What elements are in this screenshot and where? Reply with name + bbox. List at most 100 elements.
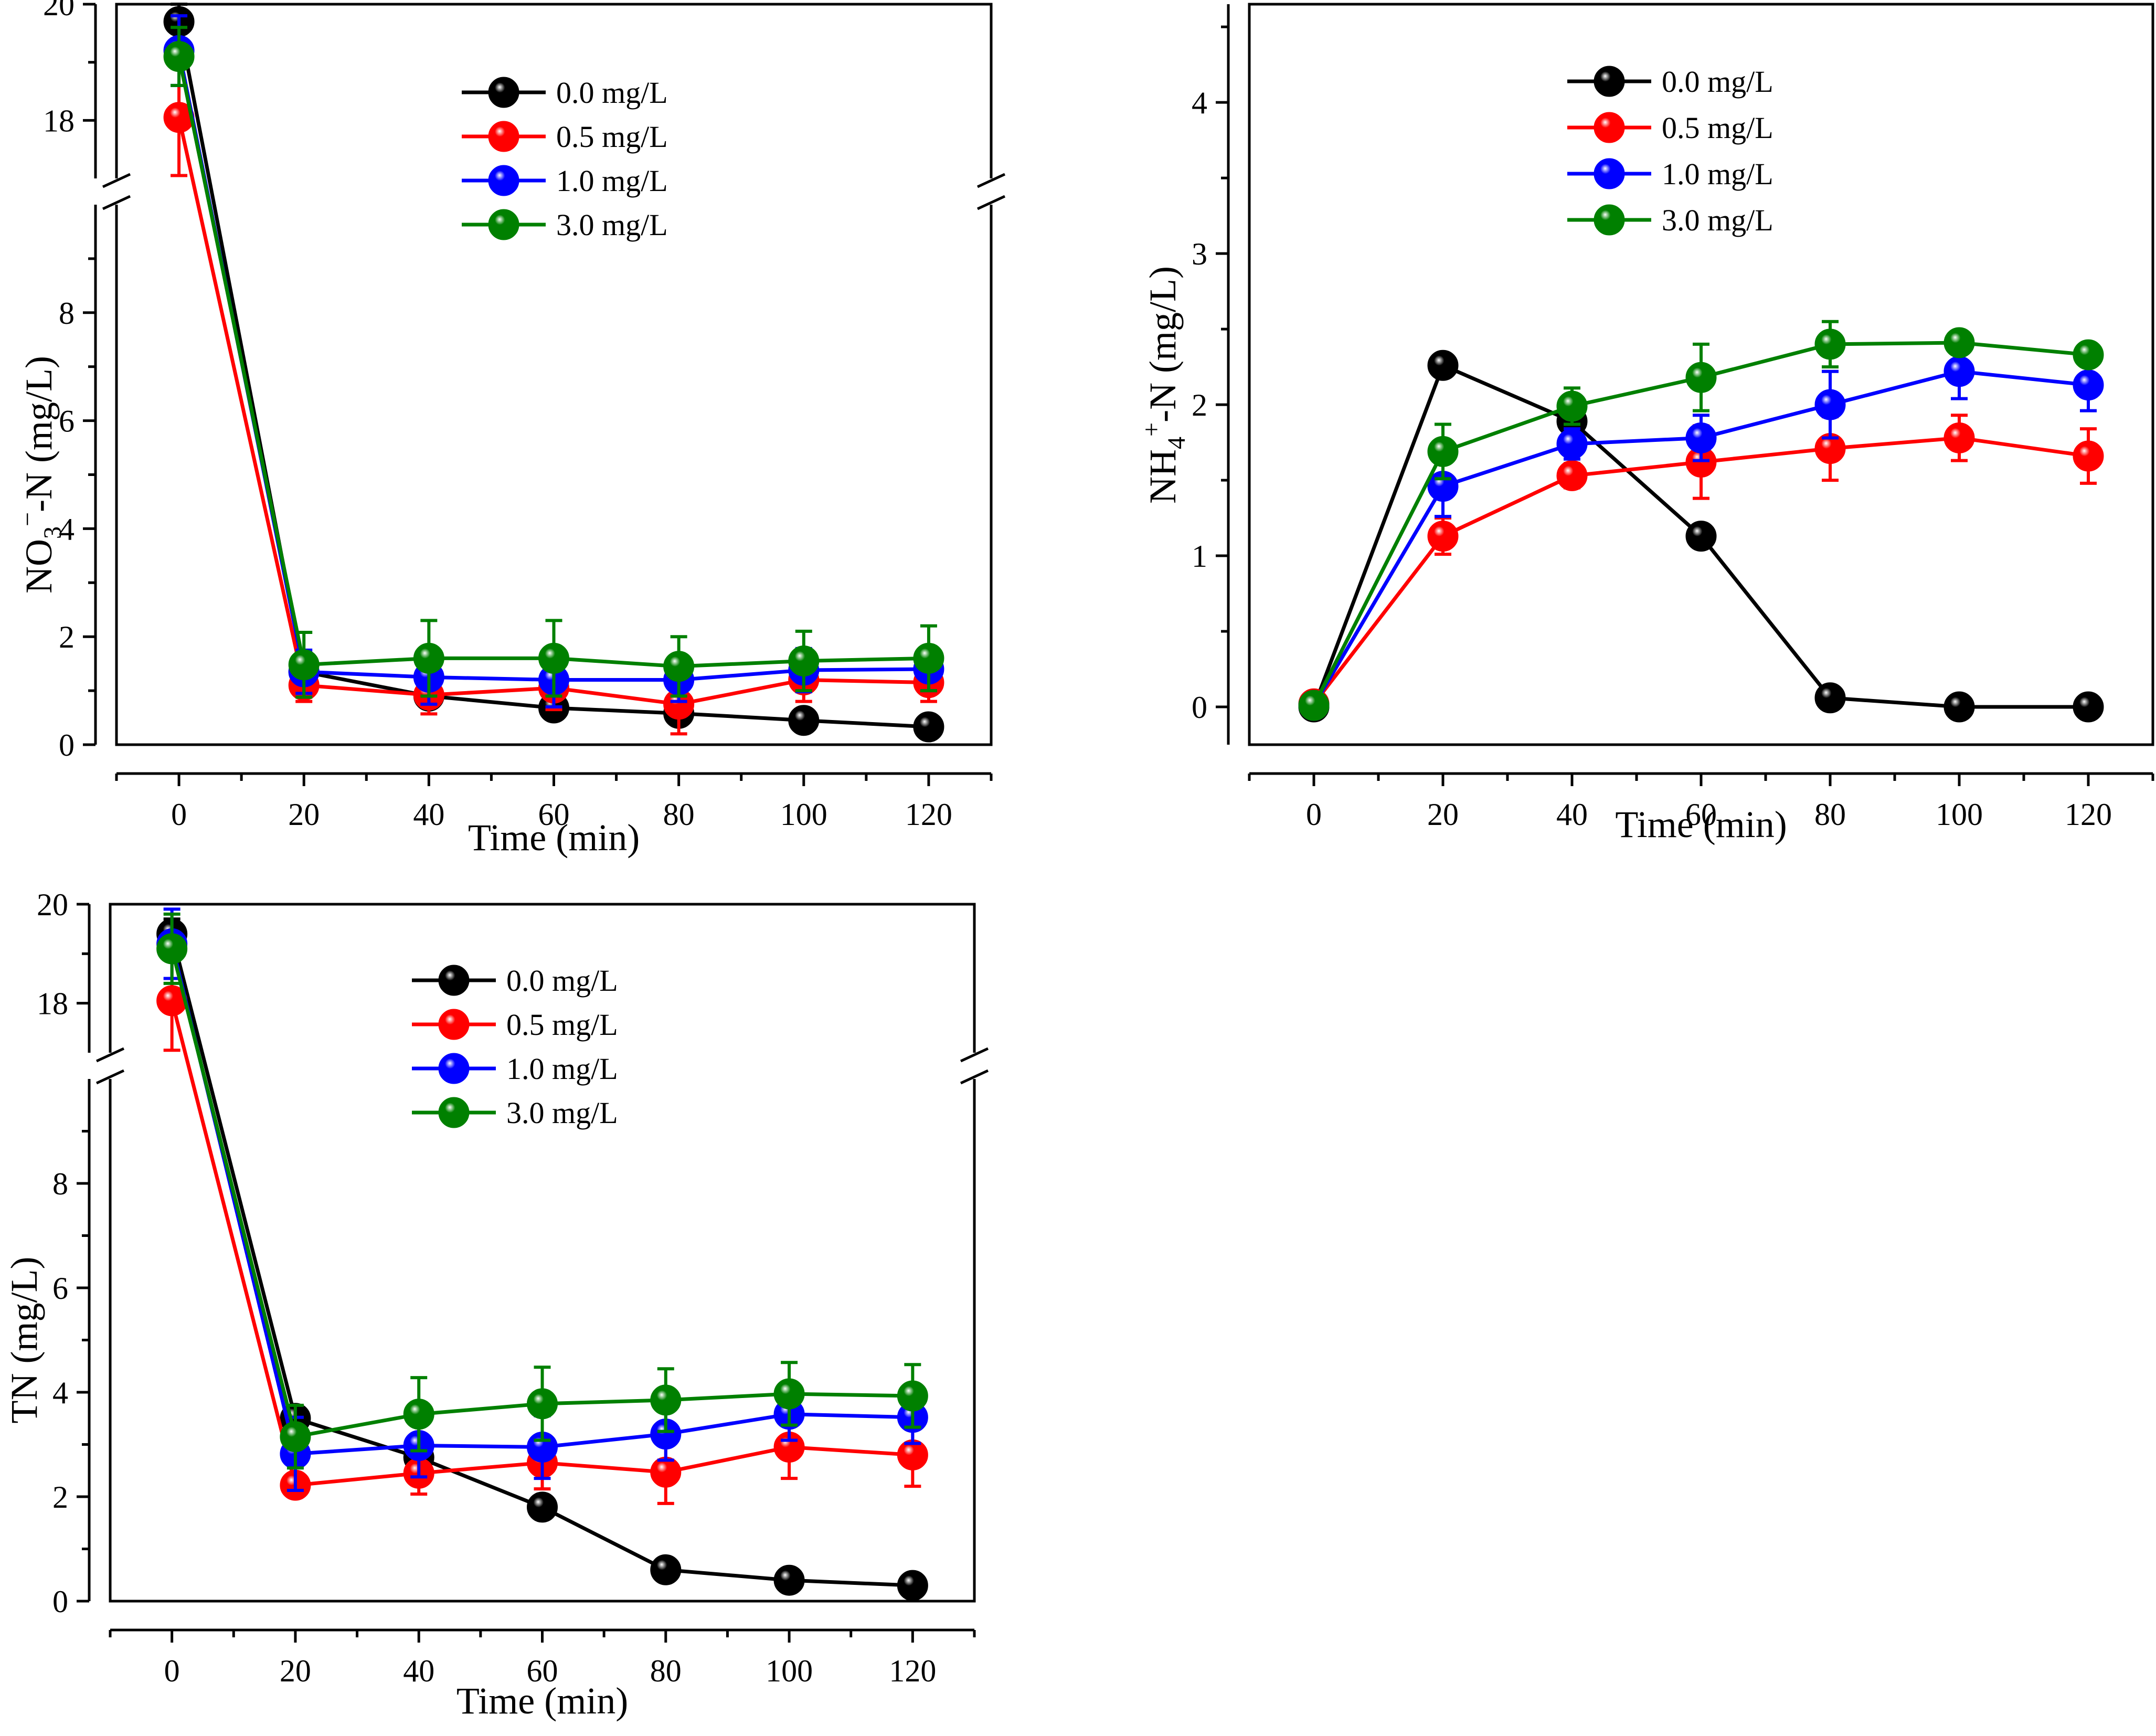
data-point (1814, 329, 1846, 360)
data-point (897, 1570, 928, 1601)
data-point (773, 1378, 805, 1410)
data-point (156, 933, 188, 965)
series-3-0-mg-l (163, 26, 944, 699)
legend-label: 0.5 mg/L (556, 120, 668, 154)
plot-frame (1248, 3, 2154, 746)
axis-break-mark (960, 1047, 989, 1063)
data-point (650, 1384, 682, 1416)
y-tick-label: 0 (52, 1584, 68, 1619)
y-axis-label: NH4+-N (mg/L) (1138, 266, 1191, 504)
axis-break-mark (102, 173, 131, 188)
legend-marker (438, 1097, 470, 1128)
data-point (913, 711, 944, 743)
data-point (527, 1388, 558, 1420)
y-axis-label-sub: 4 (1163, 437, 1191, 449)
legend-label: 0.0 mg/L (506, 964, 618, 998)
data-point (527, 1491, 558, 1523)
legend-label: 1.0 mg/L (556, 164, 668, 198)
axis-break-mark (960, 1069, 989, 1085)
x-tick-label: 20 (1427, 797, 1459, 832)
legend: 0.0 mg/L 0.5 mg/L 1.0 mg/L 3.0 mg/L (462, 76, 668, 242)
legend-marker (1594, 66, 1625, 97)
axis-break-mark (95, 1069, 125, 1085)
x-tick-label: 20 (280, 1654, 311, 1688)
y-tick-label: 8 (52, 1167, 68, 1201)
y-axis-label-sub: 3 (39, 526, 67, 539)
axis-break-mark (102, 195, 131, 210)
data-point (1685, 521, 1717, 552)
y-axis-label: NO3−-N (mg/L) (14, 356, 67, 594)
axis-break-mark (976, 195, 1006, 210)
data-point (280, 1421, 311, 1453)
data-point (1943, 422, 1975, 453)
legend-marker (1594, 158, 1625, 189)
data-point (663, 651, 695, 682)
x-tick-label: 40 (403, 1654, 434, 1688)
data-point (788, 645, 820, 677)
y-tick-label: 3 (1192, 237, 1207, 271)
legend-marker (438, 1009, 470, 1040)
data-point (650, 1554, 682, 1585)
tn-chart-panel: 0 20 40 60 80 100 120 0 2 4 6 8 18 20 Time (min) TN (mg… (3, 887, 989, 1722)
x-tick-label: 60 (527, 1654, 558, 1688)
y-tick-label: 20 (37, 887, 68, 922)
data-point (2073, 369, 2104, 401)
legend-label: 3.0 mg/L (556, 208, 668, 242)
data-point (288, 649, 320, 681)
data-point (1556, 460, 1588, 491)
data-point (413, 642, 444, 674)
legend-marker (488, 209, 519, 240)
legend-marker (488, 77, 519, 108)
data-point (1427, 436, 1459, 467)
legend-marker (438, 1053, 470, 1084)
y-tick-label: 1 (1192, 539, 1207, 574)
y-axis-label-rest: -N (mg/L) (18, 356, 60, 512)
data-point (1298, 690, 1330, 721)
plot-frame-lower (109, 1079, 976, 1603)
y-tick-label: 20 (43, 0, 75, 22)
y-tick-label: 4 (1192, 86, 1207, 120)
x-tick-label: 120 (2065, 797, 2112, 832)
y-axis-label-base: NH (1142, 449, 1184, 504)
data-point (1943, 356, 1975, 387)
legend-label: 1.0 mg/L (1662, 157, 1773, 191)
x-tick-label: 40 (413, 797, 444, 832)
y-tick-label: 4 (59, 512, 75, 546)
y-tick-label: 2 (52, 1480, 68, 1515)
y-axis-label-base: NO (18, 539, 60, 594)
x-tick-label: 100 (1936, 797, 1983, 832)
x-tick-label: 40 (1556, 797, 1588, 832)
y-tick-label: 4 (52, 1375, 68, 1410)
legend: 0.0 mg/L 0.5 mg/L 1.0 mg/L 3.0 mg/L (1567, 65, 1773, 237)
y-tick-label: 6 (59, 404, 75, 439)
x-tick-label: 60 (1685, 797, 1717, 832)
x-tick-label: 80 (1814, 797, 1846, 832)
plot-frame-upper (115, 3, 993, 178)
series-line (177, 50, 929, 682)
legend-marker (1594, 204, 1625, 236)
y-axis-label: TN (mg/L) (3, 1257, 45, 1424)
data-point (1556, 390, 1588, 422)
legend-marker (488, 121, 519, 152)
no3-chart-panel: 0 20 40 60 80 100 120 0 2 4 6 8 18 20 Time (min) NO3−-N… (14, 0, 1006, 859)
data-point (897, 1380, 928, 1412)
legend-marker (488, 165, 519, 196)
y-tick-label: 2 (59, 620, 75, 654)
data-point (163, 41, 195, 72)
series-3-0-mg-l (1298, 320, 2104, 721)
data-point (2073, 440, 2104, 472)
x-tick-label: 60 (538, 797, 570, 832)
y-axis-label-sup: + (1138, 422, 1165, 437)
data-point (773, 1564, 805, 1596)
x-axis-label: Time (min) (1615, 803, 1787, 845)
legend-label: 0.0 mg/L (556, 76, 668, 110)
y-tick-label: 0 (59, 728, 75, 763)
x-tick-label: 20 (288, 797, 320, 832)
plot-frame-lower (115, 205, 993, 746)
data-point (788, 705, 820, 736)
series-1-0-mg-l (163, 14, 944, 708)
plot-frame-upper (109, 903, 976, 1053)
x-tick-label: 120 (889, 1654, 936, 1688)
